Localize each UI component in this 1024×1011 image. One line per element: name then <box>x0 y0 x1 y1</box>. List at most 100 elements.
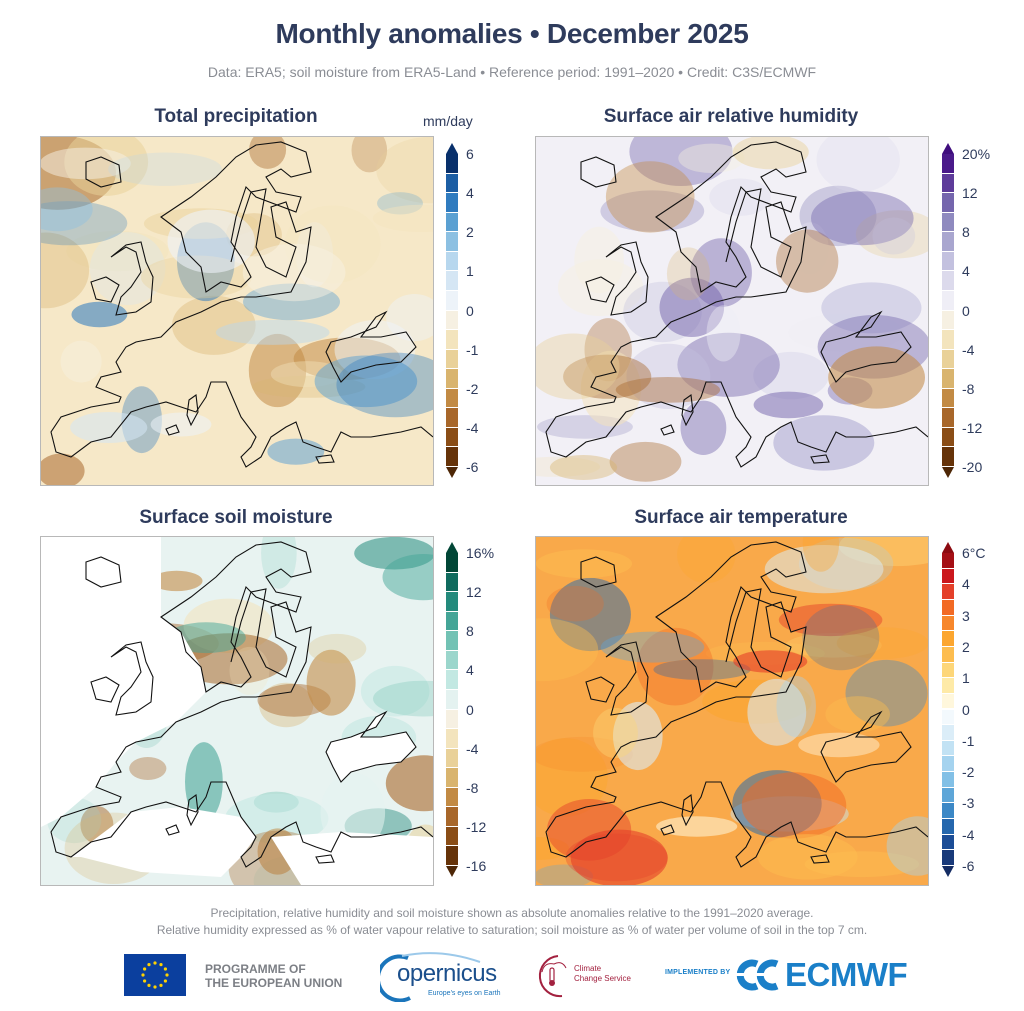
colorbar-soil-moisture: 16% 12 8 4 0 -4 -8 -12 -16 <box>446 542 494 877</box>
colorbar-tick-label: -2 <box>962 764 975 781</box>
anomaly-region <box>71 301 128 328</box>
anomaly-region <box>828 346 925 409</box>
anomaly-region <box>41 453 85 485</box>
colorbar-tick-label: 12 <box>962 185 978 202</box>
anomaly-region <box>314 355 418 408</box>
coastline <box>545 141 928 468</box>
colorbar-tick-label: 0 <box>466 701 474 718</box>
colorbar-tick-label: 20% <box>962 146 991 162</box>
map-soil-moisture <box>40 536 434 886</box>
colorbar-segment <box>942 678 954 693</box>
anomaly-region <box>546 585 604 622</box>
anomaly-region <box>605 161 695 233</box>
anomaly-region <box>41 232 90 309</box>
colorbar-tick-label: 4 <box>466 185 474 202</box>
colorbar-extend-max-arrow <box>942 143 954 154</box>
anomaly-region <box>267 438 325 465</box>
anomaly-region <box>307 633 367 664</box>
coastline <box>110 641 154 716</box>
colorbar-tick-label: 0 <box>466 302 474 319</box>
colorbar-segment <box>446 611 458 631</box>
anomaly-region <box>385 755 433 812</box>
colorbar-tick-label: 2 <box>962 638 970 655</box>
anomaly-region <box>41 201 128 246</box>
colorbar-tick-label: 1 <box>466 263 474 280</box>
colorbar-segment <box>942 251 954 271</box>
coastline <box>580 156 617 188</box>
colorbar-segment <box>942 787 954 803</box>
colorbar-segment <box>942 232 954 251</box>
colorbar-tick-label: 8 <box>962 224 970 241</box>
anomaly-region <box>229 646 270 695</box>
anomaly-region <box>802 537 840 572</box>
anomaly-region <box>172 295 256 355</box>
c3s-logo: Climate Change Service <box>532 950 642 1000</box>
colorbar-segment <box>446 447 458 466</box>
colorbar-tick-label: 1 <box>962 670 970 687</box>
anomaly-region <box>243 283 340 321</box>
eu-programme-text: PROGRAMME OF THE EUROPEAN UNION <box>205 962 342 990</box>
colorbar-tick-label: -8 <box>962 380 975 397</box>
anomaly-region <box>549 455 618 480</box>
colorbar-tick-label: 12 <box>466 584 482 601</box>
colorbar-segment <box>446 768 458 787</box>
colorbar-extend-min-arrow <box>942 467 954 478</box>
copernicus-tagline: Europe's eyes on Earth <box>428 990 501 997</box>
anomaly-region <box>261 537 297 589</box>
anomaly-region <box>678 143 745 173</box>
anomaly-region <box>382 554 433 601</box>
colorbar-segment <box>942 615 954 631</box>
colorbar-tick-label: -4 <box>466 419 479 436</box>
anomaly-region <box>354 537 433 570</box>
colorbar-segment <box>446 349 458 369</box>
anomaly-region <box>680 400 727 455</box>
anomaly-region <box>757 834 858 880</box>
colorbar-segment <box>446 427 458 447</box>
colorbar-tick-label: 6 <box>466 146 474 162</box>
anomaly-region <box>108 152 223 186</box>
anomaly-region <box>709 178 771 216</box>
colorbar-segment <box>446 689 458 709</box>
colorbar-segment <box>942 173 954 193</box>
colorbar-segment <box>942 310 954 330</box>
coastline <box>810 454 830 464</box>
anomaly-region <box>600 190 705 232</box>
colorbar-tick-label: -8 <box>466 779 479 796</box>
anomaly-region <box>150 412 212 437</box>
footnote-1: Precipitation, relative humidity and soi… <box>210 906 814 920</box>
anomaly-region <box>377 192 423 215</box>
eu-flag-logo <box>124 954 186 996</box>
coastline <box>50 541 433 868</box>
coastline <box>820 710 912 783</box>
coastline <box>315 854 335 864</box>
colorbar-tick-label: 0 <box>962 701 970 718</box>
anomaly-region <box>185 742 223 822</box>
anomaly-region <box>677 332 780 397</box>
anomaly-region <box>636 627 714 706</box>
anomaly-region <box>629 137 733 186</box>
anomaly-region <box>248 333 307 408</box>
colorbar-tick-label: 4 <box>466 662 474 679</box>
coastline <box>325 710 417 783</box>
coastline <box>50 141 433 468</box>
anomaly-region <box>295 222 334 288</box>
colorbar-segment <box>446 650 458 670</box>
anomaly-region <box>811 191 914 246</box>
coastline <box>605 641 649 716</box>
anomaly-region <box>886 816 928 876</box>
colorbar-segment <box>942 330 954 349</box>
eu-text-line-1: PROGRAMME OF <box>205 962 306 976</box>
ecmwf-logo: ECMWF <box>735 956 910 994</box>
main-title: Monthly anomalies • December 2025 <box>275 18 749 49</box>
colorbar-segment <box>942 725 954 740</box>
colorbar-segment <box>446 154 458 173</box>
panel-title-temperature: Surface air temperature <box>634 507 848 528</box>
colorbar-segment <box>942 193 954 212</box>
anomaly-region <box>816 137 900 193</box>
anomaly-region <box>609 441 682 482</box>
anomaly-region <box>872 217 916 255</box>
map-humidity <box>535 136 929 486</box>
colorbar-tick-label: -12 <box>962 419 983 436</box>
anomaly-region <box>666 247 710 301</box>
c3s-text-line-1: Climate <box>574 964 602 973</box>
